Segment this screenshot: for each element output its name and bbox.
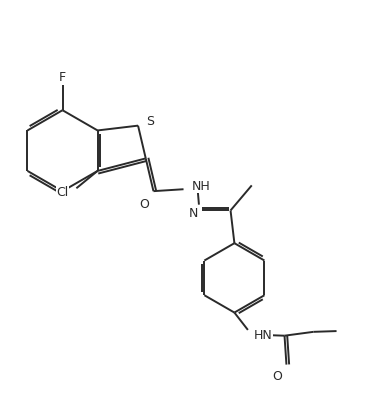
- Text: F: F: [59, 71, 66, 84]
- Text: O: O: [272, 369, 282, 383]
- Text: O: O: [139, 198, 149, 211]
- Text: Cl: Cl: [56, 186, 69, 198]
- Text: N: N: [189, 207, 199, 220]
- Text: HN: HN: [254, 329, 273, 342]
- Text: S: S: [147, 115, 154, 128]
- Text: NH: NH: [192, 180, 211, 193]
